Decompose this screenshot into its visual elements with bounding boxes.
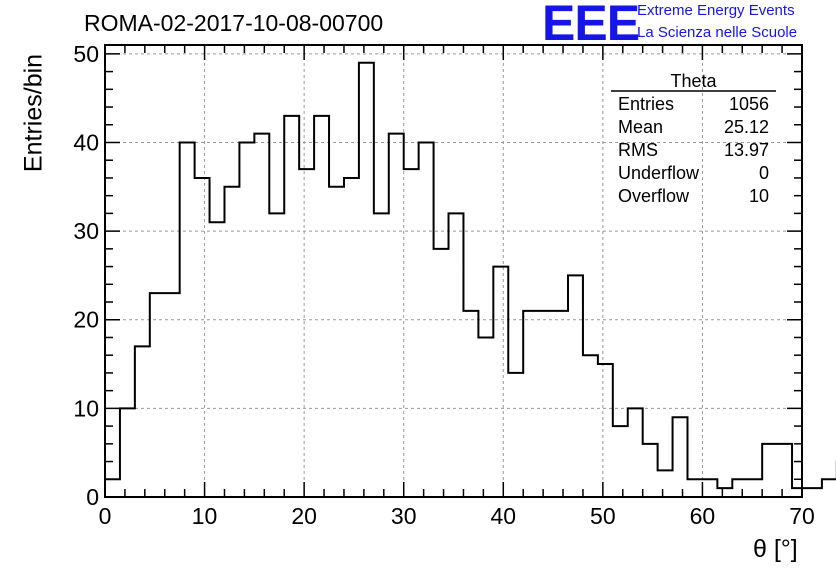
- logo-line-1: Extreme Energy Events: [637, 2, 795, 19]
- logo-line-2: La Scienza nelle Scuole: [637, 24, 798, 41]
- stats-row-value: 0: [759, 163, 769, 183]
- stats-row-value: 10: [749, 186, 769, 206]
- x-tick-label: 60: [690, 503, 716, 529]
- x-tick-label: 30: [391, 503, 417, 529]
- chart-title: ROMA-02-2017-10-08-00700: [84, 10, 384, 36]
- y-tick-label: 50: [73, 41, 99, 67]
- stats-row-value: 25.12: [724, 117, 769, 137]
- x-tick-label: 20: [291, 503, 317, 529]
- x-tick-label: 70: [789, 503, 815, 529]
- plot-frame: [104, 44, 803, 498]
- stats-row-label: Overflow: [618, 186, 690, 206]
- grid-lines: [105, 45, 802, 497]
- stats-box-title: Theta: [670, 71, 717, 91]
- logo-mark: EEE: [542, 0, 640, 51]
- y-tick-label: 10: [73, 395, 99, 421]
- y-axis-label: Entries/bin: [19, 53, 48, 173]
- stats-box-rows: Entries 1056 Mean 25.12 RMS 13.97 Underflow 0 Ov…: [618, 94, 769, 206]
- stats-row-label: Underflow: [618, 163, 700, 183]
- x-axis-label: θ [°]: [753, 535, 798, 563]
- y-tick-label: 30: [73, 218, 99, 244]
- stats-row-label: Entries: [618, 94, 674, 114]
- stats-row-label: RMS: [618, 140, 658, 160]
- x-tick-label: 0: [99, 503, 112, 529]
- x-tick-label: 10: [192, 503, 218, 529]
- histogram-line: [104, 61, 836, 497]
- stats-box: Theta Entries 1056 Mean 25.12 RMS 13.97 Underf…: [611, 71, 776, 206]
- x-tick-label: 50: [590, 503, 616, 529]
- axis-ticks: [104, 45, 803, 498]
- stats-row-label: Mean: [618, 117, 663, 137]
- y-tick-label: 40: [73, 129, 99, 155]
- y-tick-label: 20: [73, 307, 99, 333]
- stats-row-value: 1056: [729, 94, 769, 114]
- stats-row-value: 13.97: [724, 140, 769, 160]
- x-tick-label: 40: [490, 503, 516, 529]
- y-tick-label: 0: [86, 484, 99, 510]
- tick-labels: 0 10 20 30 40 50 60 70 0 10 20 30 40 50: [73, 41, 814, 529]
